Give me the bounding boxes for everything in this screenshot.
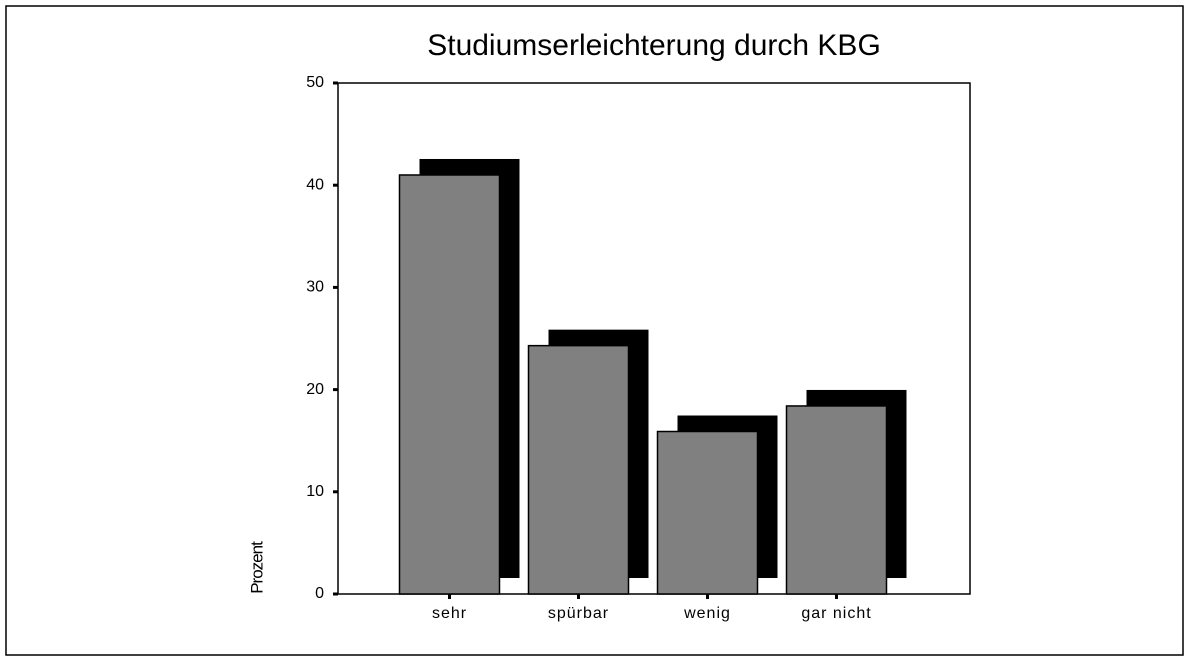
- y-tick-label: 0: [315, 585, 324, 602]
- y-tick-label: 20: [306, 381, 324, 398]
- plot-frame: [337, 82, 971, 595]
- bar: [656, 430, 759, 595]
- y-tick-label: 50: [306, 74, 324, 91]
- x-tick-label: wenig: [683, 605, 731, 622]
- x-tick-label: gar nicht: [801, 605, 871, 622]
- y-tick-label: 30: [306, 279, 324, 296]
- y-axis-label: Prozent: [247, 541, 266, 594]
- bar: [785, 405, 888, 595]
- y-tick-label: 40: [306, 176, 324, 193]
- chart-title: Studiumserleichterung durch KBG: [427, 29, 881, 62]
- bar: [527, 344, 630, 595]
- x-tick-label: spürbar: [548, 605, 609, 622]
- bar: [398, 174, 501, 595]
- y-tick-label: 10: [306, 483, 324, 500]
- outer-border: [5, 5, 1184, 656]
- x-tick-label: sehr: [432, 605, 467, 622]
